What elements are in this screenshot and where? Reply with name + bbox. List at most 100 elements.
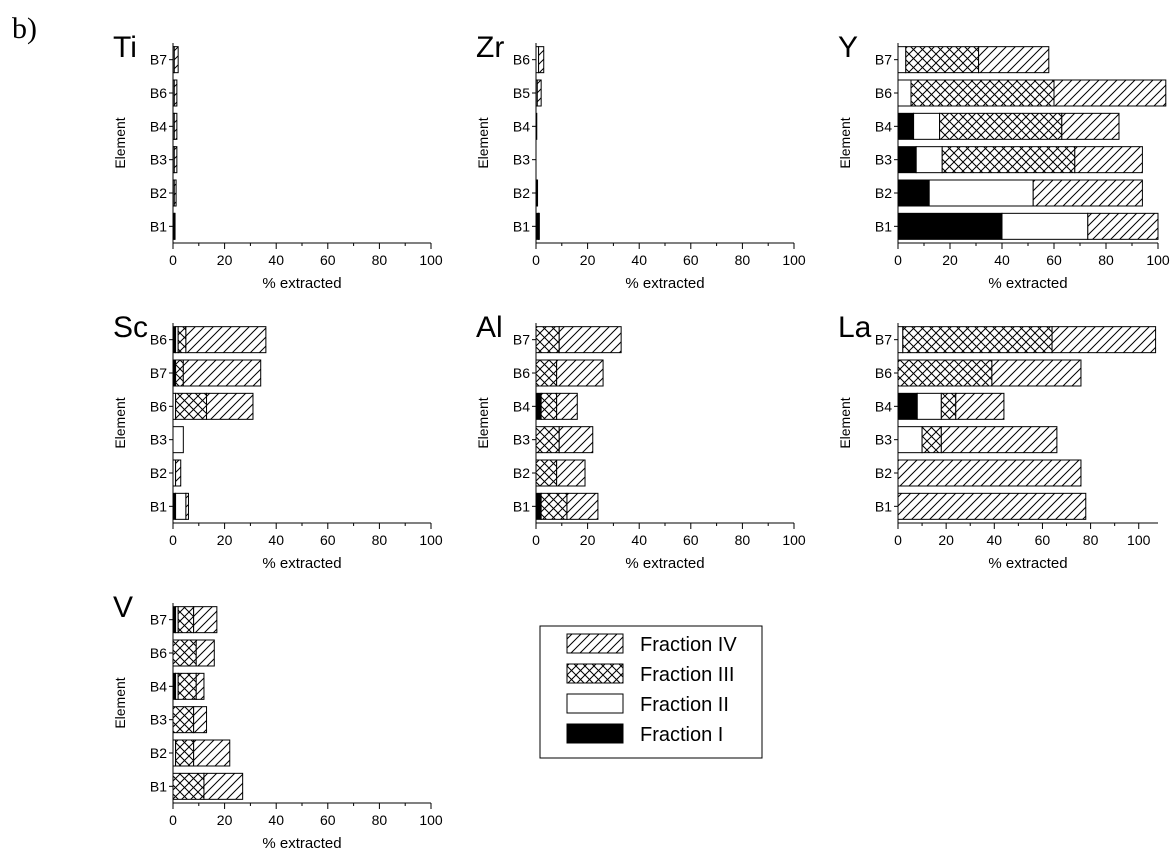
x-tick-label: 100 [782, 252, 806, 268]
x-tick-label: 40 [268, 532, 284, 548]
chart-panels: Ti Element % extracted 0 20 40 60 80 100 B7 B6 B4 B3… [112, 31, 1170, 852]
bar-segment-b1-fraction-i [897, 212, 1003, 240]
y-tick-label: B2 [875, 465, 892, 481]
bar-segment-b4-fraction-ii [913, 112, 941, 140]
x-tick-label: 60 [1046, 252, 1062, 268]
panel-title: Y [838, 31, 858, 64]
y-tick-label: B7 [875, 52, 892, 68]
y-tick-label: B4 [513, 118, 530, 134]
bar-segment-b7-fraction-iv [558, 326, 622, 354]
x-tick-label: 100 [1127, 532, 1151, 548]
y-tick-label: B6 [150, 645, 167, 661]
bar-segment-b1-fraction-iv [185, 492, 189, 520]
bar-segment-b6-fraction-iv [195, 639, 215, 667]
bar-segment-b1-fraction-iii [172, 772, 205, 800]
bar-segment-b6-fraction-ii [897, 79, 912, 107]
bar-segment-b1-fraction-iv [1087, 212, 1159, 240]
bar-segment-b3-fraction-iv [1074, 146, 1143, 174]
x-axis-label: % extracted [988, 555, 1067, 572]
bar-segment-b6-fraction-iii [910, 79, 1055, 107]
panel-title: Sc [113, 311, 148, 344]
panel-title: Zr [476, 31, 504, 64]
x-tick-label: 20 [580, 252, 596, 268]
panel-y: Y Element % extracted 0 20 40 60 80 100 B7 B6 B4 B3 B… [837, 31, 1170, 292]
bar-segment-b4-fraction-iv [1061, 112, 1120, 140]
y-axis-label: Element [475, 397, 491, 448]
x-tick-label: 20 [942, 252, 958, 268]
bar-segment-b4-fraction-iv [556, 392, 578, 420]
legend-label-fraction-iii: Fraction III [640, 664, 734, 686]
x-tick-label: 80 [372, 532, 388, 548]
y-tick-label: B3 [513, 432, 530, 448]
bar-segment-b4-fraction-iii [940, 392, 957, 420]
x-tick-label: 80 [1098, 252, 1114, 268]
y-tick-label: B6 [513, 52, 530, 68]
x-tick-label: 20 [217, 532, 233, 548]
x-tick-label: 20 [217, 812, 233, 828]
x-tick-label: 100 [419, 532, 443, 548]
y-tick-label: B3 [875, 432, 892, 448]
bar-segment-b1-fraction-iii [540, 492, 568, 520]
y-tick-label: B4 [875, 398, 892, 414]
x-tick-label: 0 [169, 532, 177, 548]
bar-segment-b2-fraction-iv [1032, 179, 1143, 207]
y-tick-label: B2 [150, 185, 167, 201]
bar-segment-b6-fraction-iv [538, 46, 545, 74]
bar-segment-b2-fraction-iv [173, 179, 177, 207]
y-tick-label: B1 [875, 218, 892, 234]
panel-title: La [838, 311, 872, 344]
y-tick-label: B3 [150, 152, 167, 168]
x-tick-label: 40 [631, 252, 647, 268]
panel-v: V Element % extracted 0 20 40 60 80 100 B7 B6 B4 B3 B… [112, 591, 443, 852]
panel-title: V [113, 591, 133, 624]
y-axis-label: Element [112, 117, 128, 168]
x-axis-label: % extracted [262, 275, 341, 292]
panel-zr: Zr Element % extracted 0 20 40 60 80 100 B6 B5 B4 B3… [475, 31, 806, 292]
bar-segment-b7-fraction-iv [978, 46, 1050, 74]
y-tick-label: B6 [150, 332, 167, 348]
y-tick-label: B2 [150, 745, 167, 761]
bar-segment-b7-fraction-iv [173, 46, 179, 74]
panel-ti: Ti Element % extracted 0 20 40 60 80 100 B7 B6 B4 B3… [112, 31, 443, 292]
x-tick-label: 40 [268, 252, 284, 268]
bar-segment-b1-fraction-iv [897, 492, 1087, 520]
y-tick-label: B1 [875, 498, 892, 514]
bar-segment-b3-fraction-iv [558, 426, 594, 454]
bar-segment-b6-fraction-iv [556, 359, 604, 387]
y-tick-label: B4 [150, 118, 167, 134]
bar-segment-b6-fraction-iv [206, 392, 254, 420]
legend-swatch-fraction-i [566, 723, 624, 744]
y-tick-label: B3 [513, 152, 530, 168]
x-tick-label: 20 [217, 252, 233, 268]
bar-segment-b4-fraction-ii [916, 392, 942, 420]
x-tick-label: 40 [268, 812, 284, 828]
y-tick-label: B3 [150, 712, 167, 728]
x-axis-label: % extracted [262, 835, 341, 852]
bar-segment-b1-fraction-iv [566, 492, 599, 520]
panel-title: Ti [113, 31, 137, 64]
bar-segment-b1-fraction-iv [203, 772, 244, 800]
bar-segment-b1-fraction-ii [538, 212, 540, 240]
x-tick-label: 40 [987, 532, 1003, 548]
bar-segment-b6-fraction-iv [991, 359, 1082, 387]
bar-segment-b5-fraction-iv [536, 79, 542, 107]
bar-segment-b4-fraction-i [897, 112, 915, 140]
x-tick-label: 80 [372, 252, 388, 268]
y-tick-label: B1 [150, 778, 167, 794]
x-tick-label: 100 [419, 812, 443, 828]
bar-segment-b7-fraction-ii [897, 326, 904, 354]
x-tick-label: 20 [580, 532, 596, 548]
bar-segment-b1-fraction-ii [173, 212, 176, 240]
x-tick-label: 100 [782, 532, 806, 548]
y-tick-label: B2 [513, 465, 530, 481]
bar-segment-b6-fraction-iii [172, 639, 197, 667]
legend: Fraction IV Fraction III Fraction II Fracti… [539, 625, 763, 759]
x-axis-label: % extracted [625, 555, 704, 572]
x-tick-label: 0 [169, 252, 177, 268]
y-tick-label: B3 [150, 432, 167, 448]
bar-segment-b2-fraction-i [897, 179, 930, 207]
y-tick-label: B6 [875, 85, 892, 101]
y-tick-label: B1 [513, 498, 530, 514]
bar-segment-b3-fraction-iii [921, 426, 942, 454]
